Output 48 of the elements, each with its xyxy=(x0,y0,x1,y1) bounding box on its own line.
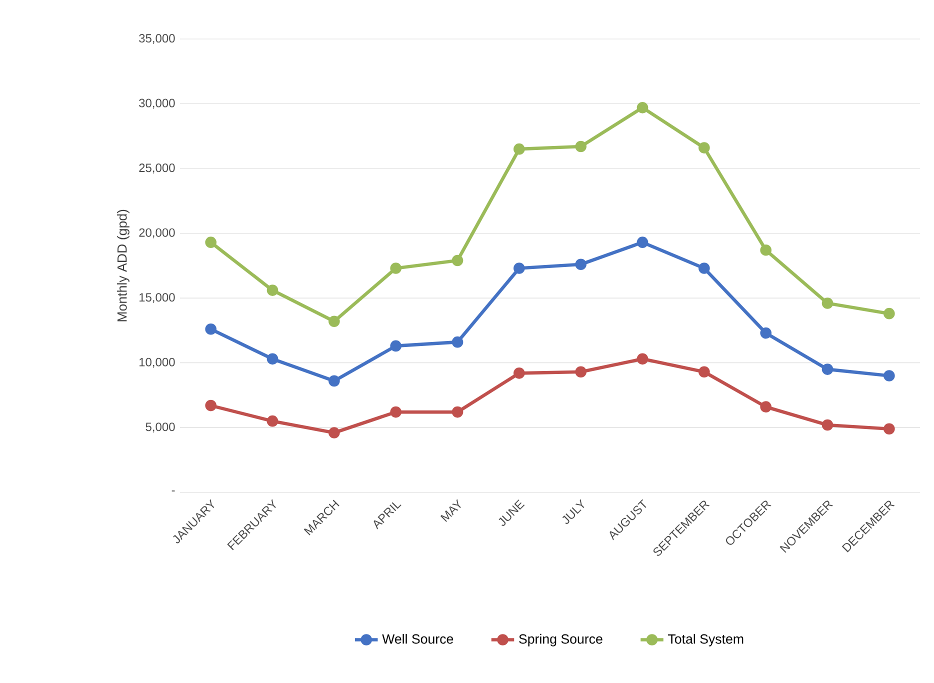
point xyxy=(266,415,278,427)
point xyxy=(698,142,710,154)
point xyxy=(884,423,895,435)
point xyxy=(822,364,834,375)
point xyxy=(514,262,525,274)
point xyxy=(514,368,525,379)
y-tick-label: - xyxy=(172,490,175,492)
point xyxy=(328,427,340,438)
point xyxy=(328,375,340,387)
point xyxy=(266,353,278,365)
point xyxy=(884,370,895,382)
point xyxy=(698,366,710,378)
point xyxy=(328,316,340,328)
point xyxy=(760,327,772,339)
y-tick-label: 20,000 xyxy=(139,228,175,238)
point xyxy=(822,419,834,431)
y-axis-title: Monthly ADD (gpd) xyxy=(117,210,130,322)
point xyxy=(205,400,217,412)
point xyxy=(760,401,772,413)
y-tick-label: 25,000 xyxy=(139,164,175,174)
point xyxy=(636,102,648,114)
point xyxy=(698,262,710,274)
legend-label: Spring Source xyxy=(519,634,602,646)
point xyxy=(636,353,648,365)
point xyxy=(266,284,278,296)
point xyxy=(514,143,525,155)
y-tick-label: 15,000 xyxy=(140,293,175,303)
point xyxy=(205,323,217,335)
point xyxy=(390,406,402,418)
y-tick-label: 30,000 xyxy=(139,98,175,109)
point xyxy=(390,340,402,352)
point xyxy=(452,254,464,266)
point xyxy=(575,366,587,378)
point xyxy=(575,140,587,152)
point xyxy=(822,298,834,309)
y-tick-label: 5,000 xyxy=(146,422,175,433)
point xyxy=(452,336,464,348)
point xyxy=(760,244,772,256)
point xyxy=(575,258,587,270)
point xyxy=(205,236,217,248)
legend-label: Total System xyxy=(668,634,744,646)
legend-label: Well Source xyxy=(382,634,454,644)
y-tick-label: 35,000 xyxy=(139,34,175,44)
y-tick-label: 10,000 xyxy=(140,358,175,368)
point xyxy=(452,406,464,418)
point xyxy=(390,262,402,274)
point xyxy=(884,308,895,320)
point xyxy=(636,236,648,248)
